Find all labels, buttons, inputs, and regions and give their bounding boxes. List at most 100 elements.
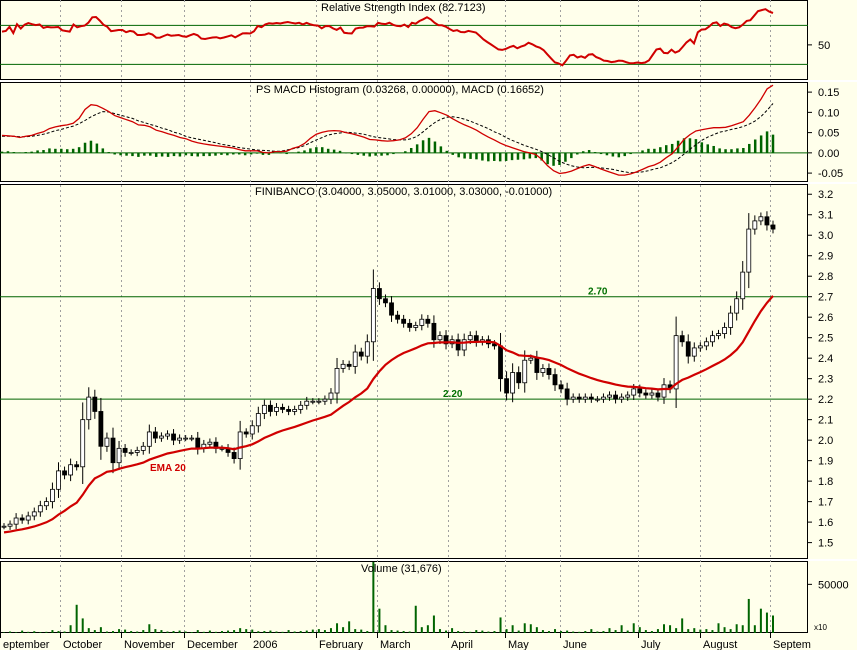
panel-frame-1 <box>0 0 808 80</box>
price-candle-body <box>619 396 625 400</box>
price-candle-body <box>546 368 552 375</box>
price-candle-body <box>734 298 740 314</box>
price-candle-body <box>710 335 715 343</box>
price-candle-body <box>322 398 328 402</box>
price-candle-body <box>407 322 413 328</box>
price-candle-body <box>261 404 267 414</box>
price-candle-body <box>92 396 98 412</box>
y-tick-label: 50 <box>818 40 830 52</box>
price-candle-body <box>413 324 419 328</box>
price-candle-body <box>298 404 304 410</box>
price-candle-body <box>643 392 649 396</box>
ema-label: EMA 20 <box>150 463 186 474</box>
price-candle-body <box>655 392 661 398</box>
month-label: December <box>187 639 238 650</box>
price-candle-body <box>346 363 352 367</box>
panel-title-2: PS MACD Histogram (0.03268, 0.00000), MA… <box>256 84 544 96</box>
price-candle-body <box>286 409 291 412</box>
price-candle-body <box>195 437 201 449</box>
month-label: March <box>380 639 411 650</box>
axis-background-2 <box>808 82 857 182</box>
panel-background-1 <box>0 0 808 80</box>
price-candle-body <box>80 419 86 468</box>
y-tick-label: 2.3 <box>818 374 833 386</box>
price-candle-body <box>68 464 74 476</box>
month-label: April <box>451 639 473 650</box>
y-tick-label: 2.1 <box>818 415 833 427</box>
price-candle-body <box>19 517 25 521</box>
price-candle-body <box>255 413 261 427</box>
y-tick-label: 1.5 <box>818 538 833 550</box>
price-candle-body <box>56 470 61 490</box>
y-tick-label: 2.0 <box>818 435 833 447</box>
price-candle-body <box>364 341 370 357</box>
price-candle-body <box>7 523 13 527</box>
price-candle-body <box>467 335 473 341</box>
price-candle-body <box>292 409 298 412</box>
price-candle-body <box>316 400 322 403</box>
ema-20-line <box>3 295 774 534</box>
price-candle-body <box>637 388 643 394</box>
price-candle-body <box>340 363 346 369</box>
y-tick-label: 3.1 <box>818 210 833 222</box>
price-candle-body <box>419 318 425 326</box>
y-tick-label: 2.4 <box>818 353 833 365</box>
price-candle-body <box>697 345 703 349</box>
price-candle-body <box>237 431 243 459</box>
price-candle-body <box>534 357 540 373</box>
panel-title-4: Volume (31,676) <box>361 563 442 575</box>
price-candle-body <box>752 220 758 230</box>
price-candle-body <box>13 517 19 525</box>
price-candle-body <box>504 378 509 394</box>
price-candle-body <box>613 394 618 400</box>
panel-frame-3 <box>0 184 808 559</box>
price-candle-body <box>764 216 770 226</box>
price-candle-body <box>582 396 588 400</box>
y-tick-label: 2.9 <box>818 251 833 263</box>
price-candle-body <box>649 392 655 396</box>
price-candle-body <box>207 441 213 445</box>
month-label: August <box>703 639 737 650</box>
price-candle-body <box>625 394 631 398</box>
month-label: October <box>63 639 102 650</box>
panel-background-2 <box>0 82 808 182</box>
price-candle-body <box>516 372 522 384</box>
price-candle-body <box>310 400 316 403</box>
y-tick-label: 2.7 <box>818 292 833 304</box>
price-candle-body <box>231 452 237 459</box>
price-candle-body <box>152 431 158 439</box>
price-candle-body <box>431 322 437 341</box>
price-candle-body <box>43 501 49 507</box>
y-tick-label: 3.0 <box>818 230 833 242</box>
y-tick-label: 2.6 <box>818 312 833 324</box>
price-candle-body <box>558 384 564 390</box>
price-candle-body <box>243 431 249 435</box>
price-candle-body <box>395 314 400 320</box>
price-candle-body <box>122 447 128 453</box>
price-candle-body <box>1 525 7 528</box>
price-candle-body <box>183 437 189 440</box>
price-candle-body <box>528 357 534 361</box>
price-candle-body <box>685 341 691 357</box>
price-candle-body <box>128 452 134 454</box>
axis-background-1 <box>808 0 857 80</box>
y-tick-label: 1.7 <box>818 497 833 509</box>
price-candle-body <box>425 318 431 324</box>
price-candle-body <box>37 505 43 513</box>
price-candle-body <box>679 335 685 343</box>
price-candle-body <box>189 437 195 440</box>
price-candle-body <box>62 470 67 476</box>
rsi-line <box>1 8 774 67</box>
price-candle-body <box>740 271 746 300</box>
price-candle-body <box>595 398 600 401</box>
price-candle-body <box>758 216 764 222</box>
price-candle-body <box>703 341 709 347</box>
price-candle-body <box>437 335 443 341</box>
price-candle-body <box>389 302 394 316</box>
price-candle-body <box>631 388 637 396</box>
level-label-lower: 2.20 <box>443 389 463 400</box>
y-tick-label: 2.8 <box>818 271 833 283</box>
panel-frame-2 <box>0 82 808 182</box>
